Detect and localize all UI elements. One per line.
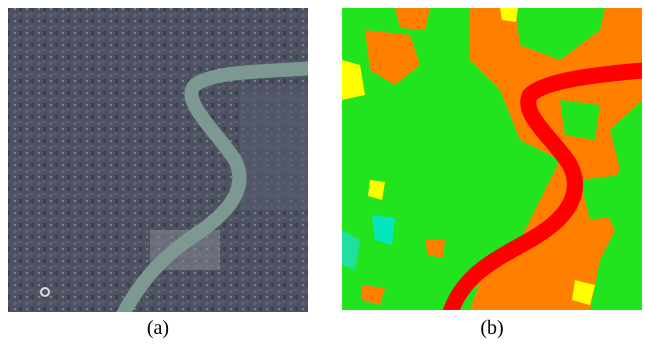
satellite-image <box>8 8 312 320</box>
caption: (b) <box>480 317 503 339</box>
segmentation-map <box>342 8 645 320</box>
figure: (a) (b) <box>0 0 645 348</box>
caption: (a) <box>147 317 169 339</box>
